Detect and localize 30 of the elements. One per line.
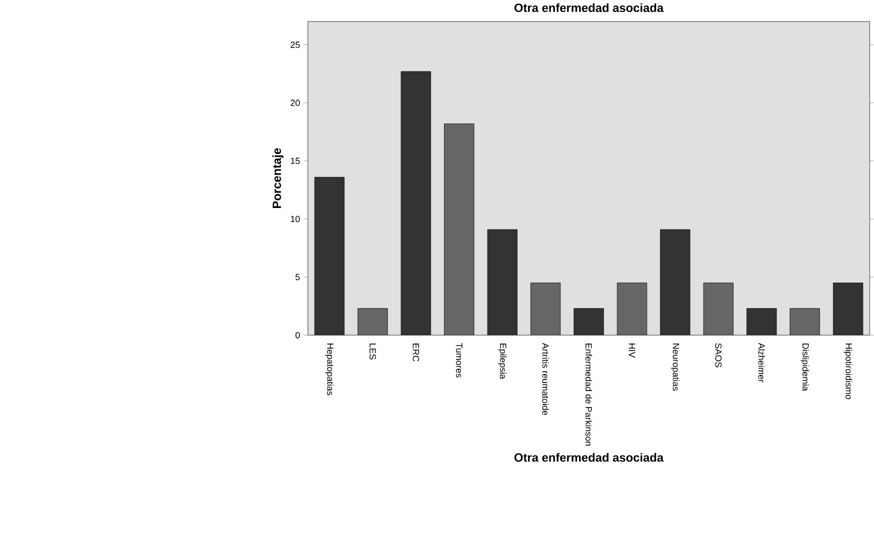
- x-tick-label: Epilepsia: [498, 344, 507, 380]
- y-tick-label: 15: [290, 158, 300, 164]
- x-axis-title: Otra enfermedad asociada: [514, 453, 664, 462]
- y-tick-label: 0: [296, 332, 300, 338]
- x-tick-label: ERC: [412, 344, 420, 362]
- x-tick-label: Dislipidemia: [800, 344, 810, 392]
- y-tick-label: 5: [296, 274, 300, 280]
- y-tick-label: 25: [290, 42, 300, 48]
- bar: [530, 282, 561, 336]
- bar: [616, 282, 648, 336]
- chart-title: Otra enfermedad asociada: [514, 3, 664, 12]
- y-axis-title: Porcentaje: [272, 148, 284, 208]
- x-tick-label: LES: [370, 344, 376, 360]
- x-tick-label: Neuropatias: [671, 344, 680, 391]
- bar: [746, 308, 777, 336]
- bar: [314, 177, 345, 336]
- x-tick-label: Tumores: [456, 343, 462, 378]
- x-tick-label: Hipotiroidismo: [844, 344, 852, 400]
- bar: [400, 71, 432, 336]
- x-tick-label: SAOS: [715, 343, 722, 368]
- x-tick-label: Hepatopatias: [325, 344, 334, 396]
- x-tick-label: Artritis reumatoide: [542, 343, 549, 416]
- bar: [487, 229, 518, 336]
- y-tick-label: 10: [290, 216, 300, 222]
- y-tick-label: 20: [290, 100, 300, 106]
- bar: [832, 282, 864, 336]
- x-tick-label: HIV: [628, 344, 636, 358]
- bar: [660, 229, 690, 336]
- x-tick-label: Alzheimer: [758, 343, 765, 383]
- x-tick-label: Enfermedad de Parkinson: [585, 344, 592, 446]
